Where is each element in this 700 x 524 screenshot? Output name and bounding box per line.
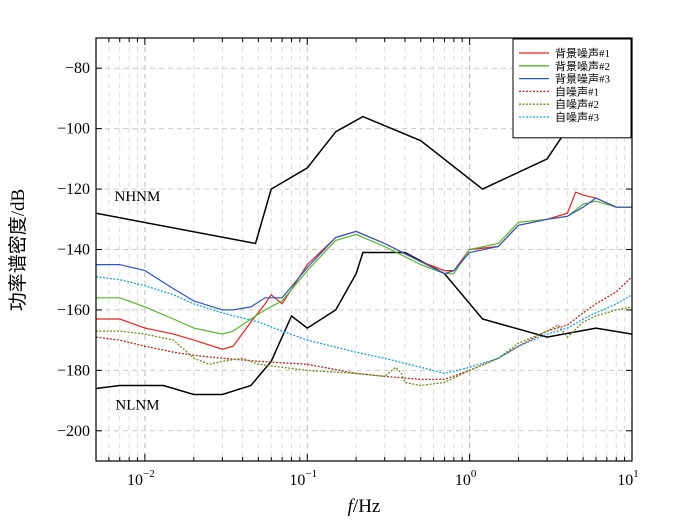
reference-labels: NHNM NLNM: [115, 189, 161, 413]
reference-label-nhnm: NHNM: [115, 189, 161, 205]
series-lines: [96, 191, 632, 387]
legend-label: 背景噪声#2: [555, 59, 610, 73]
y-axis-title: 功率谱密度/dB: [7, 189, 29, 311]
y-tick-label: −120: [57, 181, 90, 198]
legend-label: 背景噪声#1: [555, 46, 610, 60]
y-tick-label: −160: [57, 302, 90, 319]
x-axis-title-symbol: f: [348, 496, 356, 517]
series-line-5: [96, 306, 632, 387]
y-tick-label: −200: [57, 423, 90, 440]
series-line-6: [96, 276, 632, 375]
x-axis-title: f/Hz: [348, 496, 381, 517]
axis-ticks: −80 −100 −120 −140 −160 −180 −200 10−2 10−1 100 10…: [57, 38, 639, 489]
x-tick-label: 100: [455, 468, 477, 489]
series-line-3: [96, 197, 632, 311]
reference-curves: [96, 115, 632, 396]
reference-curve-nlnm: [96, 251, 632, 396]
series-line-4: [96, 276, 632, 381]
x-tick-label: 10−1: [289, 468, 317, 489]
x-tick-label: 101: [617, 468, 639, 489]
legend-label: 自噪声#2: [555, 97, 599, 111]
legend-box: [512, 38, 632, 139]
y-tick-label: −140: [57, 242, 90, 259]
y-tick-label: −180: [57, 362, 90, 379]
x-axis-title-unit: /Hz: [353, 496, 380, 517]
y-tick-label: −100: [57, 121, 90, 138]
reference-curve-nhnm: [96, 115, 569, 245]
legend-label: 背景噪声#3: [555, 72, 610, 86]
y-tick-label: −80: [65, 60, 90, 77]
legend-label: 自噪声#1: [555, 84, 599, 98]
x-tick-label: 10−2: [127, 468, 155, 489]
reference-label-nlnm: NLNM: [115, 398, 159, 414]
legend-label: 自噪声#3: [555, 110, 599, 124]
